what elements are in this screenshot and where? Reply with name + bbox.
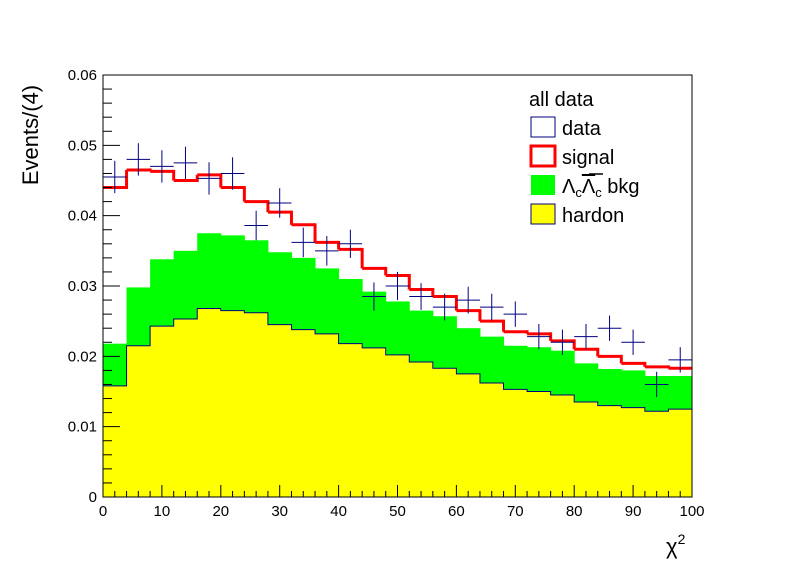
y-tick-label: 0.04 [68,208,97,225]
legend-swatch-signal [529,144,557,168]
data-point [597,315,622,341]
x-tick-label: 60 [448,503,465,520]
data-point [291,227,316,258]
hardon-bar [409,361,434,497]
legend-swatch-hardon [530,203,556,225]
data-point [197,162,221,195]
y-tick-label: 0.06 [68,67,97,84]
hardon-bar [385,354,410,497]
hardon-bar [150,326,175,497]
data-point [362,282,386,311]
data-point [432,293,457,321]
legend-antilambda-sub: c [595,185,602,200]
data-point [409,283,433,310]
hardon-bar [315,333,340,497]
y-tick-label: 0.01 [68,419,97,436]
hardon-bar [644,411,669,497]
legend-header: all data [529,89,594,111]
legend-lambda-symbol: Λ [562,176,576,198]
data-point [267,188,292,218]
data-point [220,157,245,190]
legend-label-signal: signal [562,147,614,169]
x-tick-label: 100 [679,503,704,520]
hardon-bar [338,343,363,497]
hardon-bar [574,402,599,497]
data-point [315,236,339,266]
legend-swatch-lambda-bkg [531,175,555,195]
data-point [338,229,363,258]
data-point [126,143,151,176]
hardon-bar [456,373,481,497]
y-tick-label: 0.02 [68,348,97,365]
data-point [621,329,645,355]
data-point [550,329,575,355]
axes-layer: 0 10 20 30 40 50 60 70 80 90 100 0 0.01 0.02 0.03 0.04 0… [68,67,705,520]
data-point [644,371,669,398]
x-tick-label: 0 [99,503,107,520]
data-point [244,210,268,241]
data-points-layer [103,143,692,398]
hardon-bar [244,312,269,497]
hardon-bar [197,308,222,497]
data-point [503,301,528,327]
x-axis-title: χ2 [666,531,686,559]
data-point [150,150,174,183]
hardon-bar [362,347,387,497]
stacked-fill-layer [103,233,693,498]
legend: all data data signal ΛcΛc bkg hardon [529,89,640,227]
x-tick-label: 40 [330,503,347,520]
y-axis-title: Events/(4) [18,85,43,185]
hardon-bar [173,319,198,497]
x-axis-title-symbol: χ [666,534,678,559]
hardon-bar [220,310,245,497]
x-tick-label: 20 [212,503,229,520]
x-tick-label: 70 [507,503,524,520]
legend-antilambda-symbol: Λ [582,176,596,198]
legend-swatch-data [530,116,556,138]
legend-bkg-text: bkg [602,176,640,198]
hardon-bar [432,368,457,497]
y-tick-label: 0.05 [68,137,97,154]
data-point [173,146,198,180]
x-axis-title-superscript: 2 [678,531,686,547]
hardon-outline [103,308,692,412]
legend-lambda-sub: c [575,185,582,200]
data-point [103,160,127,194]
legend-label-hardon: hardon [562,205,624,227]
hardon-bar [668,409,693,497]
hardon-bar [267,324,292,497]
data-point [527,323,551,350]
data-point [574,323,598,350]
x-tick-label: 90 [625,503,642,520]
x-tick-label: 50 [389,503,406,520]
legend-label-data: data [562,118,602,140]
hardon-bar [550,395,575,497]
hardon-bar [126,345,151,497]
data-point [479,293,504,321]
hardon-bar [527,391,552,497]
hardon-bar [291,329,316,497]
legend-label-lambda-bkg: ΛcΛc bkg [562,176,640,200]
data-point [456,286,480,314]
x-tick-label: 30 [271,503,288,520]
y-tick-label: 0.03 [68,278,97,295]
hardon-bar [479,383,505,497]
hardon-bar [597,405,622,497]
hardon-bar [621,407,646,497]
hardon-bar [103,385,128,497]
hardon-bar [503,389,528,497]
data-point [668,347,692,373]
data-point [385,271,410,301]
x-tick-label: 80 [566,503,583,520]
x-tick-label: 10 [154,503,171,520]
y-tick-label: 0 [89,489,97,506]
